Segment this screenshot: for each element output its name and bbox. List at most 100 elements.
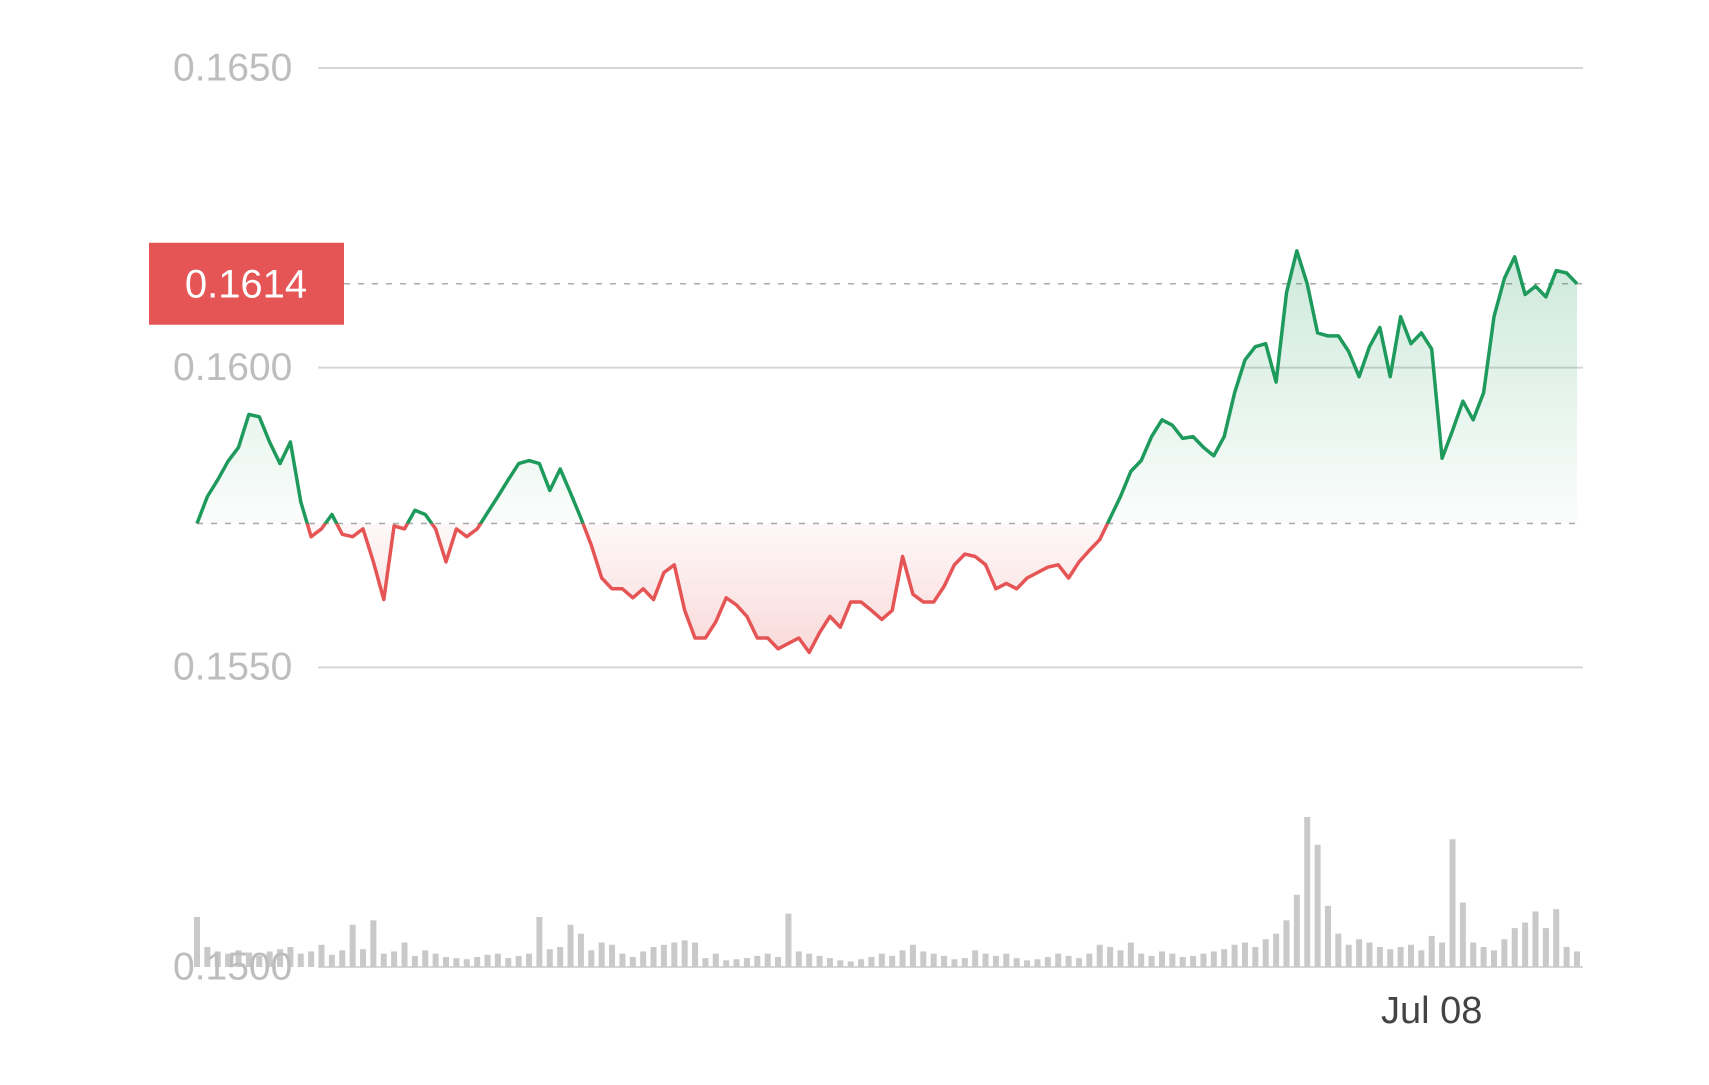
volume-bar bbox=[1563, 947, 1570, 967]
volume-bar bbox=[909, 944, 916, 967]
volume-bar bbox=[318, 944, 325, 967]
volume-bar bbox=[1522, 922, 1529, 967]
last-price-box bbox=[149, 242, 344, 325]
volume-bar bbox=[1096, 944, 1103, 967]
volume-bar bbox=[1366, 942, 1373, 967]
volume-bar bbox=[256, 955, 263, 967]
volume-bar bbox=[847, 961, 854, 967]
volume-bar bbox=[609, 944, 616, 967]
volume-bar bbox=[775, 957, 782, 967]
volume-bar bbox=[1324, 905, 1331, 967]
volume-bar bbox=[1034, 959, 1041, 967]
volume-bar bbox=[1231, 944, 1238, 967]
volume-bar bbox=[380, 953, 387, 967]
volume-bar bbox=[1574, 951, 1580, 967]
y-tick-label: 0.1650 bbox=[173, 46, 292, 89]
volume-bar bbox=[806, 953, 813, 967]
volume-bar bbox=[951, 959, 958, 967]
volume-bar bbox=[1542, 928, 1549, 967]
volume-bar bbox=[878, 953, 885, 967]
volume-bar bbox=[889, 955, 896, 967]
volume-bar bbox=[982, 953, 989, 967]
volume-bar bbox=[1055, 953, 1062, 967]
volume-bar bbox=[1169, 953, 1176, 967]
volume-bar bbox=[546, 949, 553, 967]
volume-bar bbox=[245, 952, 252, 967]
volume-bar bbox=[816, 955, 823, 967]
volume-bar bbox=[1480, 947, 1487, 967]
volume-bar bbox=[671, 942, 678, 967]
volume-bar bbox=[712, 953, 719, 967]
volume-bar bbox=[1221, 949, 1228, 967]
volume-bar bbox=[1490, 950, 1497, 967]
x-tick-label: Jul 08 bbox=[1381, 990, 1482, 1032]
volume-bar bbox=[443, 957, 450, 967]
volume-bar bbox=[1158, 951, 1165, 967]
volume-bar bbox=[588, 950, 595, 967]
volume-bar bbox=[1314, 844, 1321, 967]
volume-bar bbox=[453, 958, 460, 967]
y-tick-label: 0.1550 bbox=[173, 646, 292, 689]
volume-bar bbox=[1397, 947, 1404, 967]
volume-bar bbox=[484, 954, 491, 967]
last-price-label: 0.1614 bbox=[185, 262, 307, 306]
volume-bar bbox=[1262, 939, 1269, 967]
volume-bar bbox=[225, 953, 232, 967]
volume-bar bbox=[411, 955, 418, 967]
volume-bar bbox=[349, 924, 356, 967]
volume-bar bbox=[1501, 939, 1508, 967]
volume-bar bbox=[370, 920, 377, 967]
volume-bar bbox=[1459, 902, 1466, 967]
volume-bar bbox=[1013, 958, 1020, 967]
volume-bar bbox=[785, 913, 792, 967]
volume-bar bbox=[795, 951, 802, 967]
volume-bar bbox=[764, 953, 771, 967]
volume-bar bbox=[1138, 953, 1145, 967]
volume-bar bbox=[1241, 942, 1248, 967]
volume-bar bbox=[1335, 933, 1342, 967]
volume-bar bbox=[266, 951, 273, 967]
volume-bar bbox=[692, 942, 699, 967]
volume-bar bbox=[422, 950, 429, 967]
volume-bar bbox=[536, 917, 543, 967]
volume-bar bbox=[1407, 944, 1414, 967]
volume-bar bbox=[1304, 817, 1311, 967]
volume-bar bbox=[204, 947, 211, 967]
volume-bar bbox=[1210, 951, 1217, 967]
volume-bar bbox=[339, 950, 346, 967]
volume-bar bbox=[1179, 957, 1186, 967]
volume-bar bbox=[961, 958, 968, 967]
volume-bar bbox=[287, 947, 294, 967]
volume-bar bbox=[557, 947, 564, 967]
volume-bar bbox=[235, 950, 242, 967]
volume-bar bbox=[1418, 950, 1425, 967]
volume-bar bbox=[629, 957, 636, 967]
volume-bar bbox=[743, 958, 750, 967]
volume-bar bbox=[826, 958, 833, 967]
volume-bar bbox=[1200, 953, 1207, 967]
volume-bar bbox=[941, 955, 948, 967]
volume-bar bbox=[754, 955, 761, 967]
volume-bar bbox=[619, 953, 626, 967]
volume-bar bbox=[567, 924, 574, 967]
volume-bar bbox=[1511, 928, 1518, 967]
volume-bar bbox=[214, 951, 221, 967]
volume-bar bbox=[1449, 839, 1456, 967]
volume-bar bbox=[577, 933, 584, 967]
volume-bar bbox=[505, 958, 512, 967]
volume-bar bbox=[360, 949, 367, 967]
volume-bar bbox=[1283, 920, 1290, 967]
volume-bar bbox=[930, 953, 937, 967]
volume-bar bbox=[494, 953, 501, 967]
volume-bar bbox=[681, 940, 688, 967]
volume-bar bbox=[1127, 942, 1134, 967]
volume-bar bbox=[1252, 947, 1259, 967]
volume-bar bbox=[1293, 894, 1300, 967]
y-tick-label: 0.1600 bbox=[173, 346, 292, 389]
volume-bar bbox=[463, 959, 470, 967]
volume-bar bbox=[297, 953, 304, 967]
volume-bar bbox=[1024, 960, 1031, 967]
volume-bar bbox=[702, 958, 709, 967]
